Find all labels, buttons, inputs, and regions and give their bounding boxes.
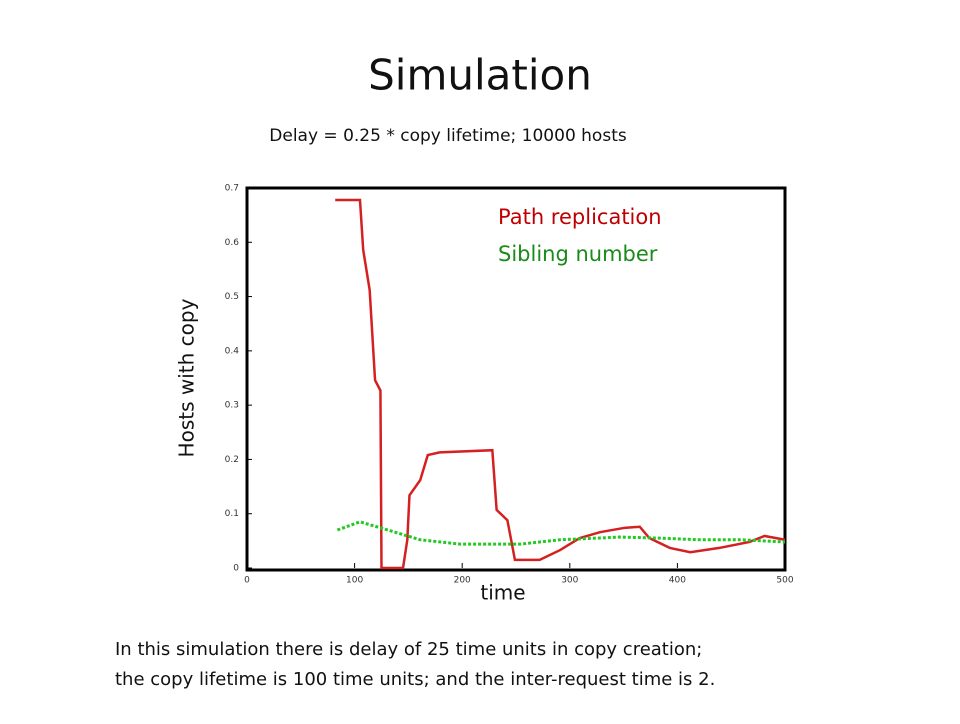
y-tick-label: 0.7 bbox=[225, 184, 239, 194]
caption-line: In this simulation there is delay of 25 … bbox=[115, 639, 702, 660]
subtitle: Delay = 0.25 * copy lifetime; 10000 host… bbox=[269, 126, 627, 146]
plot-frame bbox=[245, 186, 787, 572]
y-tick-label: 0 bbox=[233, 564, 239, 574]
x-axis-label: time bbox=[480, 581, 525, 605]
y-tick-label: 0.4 bbox=[225, 346, 240, 356]
y-axis-label: Hosts with copy bbox=[175, 298, 199, 457]
caption-line: the copy lifetime is 100 time units; and… bbox=[115, 669, 715, 690]
legend-label: Path replication bbox=[498, 205, 662, 229]
legend-label: Sibling number bbox=[498, 242, 658, 266]
series-line bbox=[336, 520, 786, 546]
y-tick-label: 0.6 bbox=[225, 238, 240, 248]
y-tick-label: 0.3 bbox=[225, 401, 239, 411]
title: Simulation bbox=[368, 51, 592, 100]
y-tick-label: 0.1 bbox=[225, 509, 239, 519]
legend-box bbox=[487, 191, 765, 271]
x-tick-label: 0 bbox=[244, 576, 250, 586]
series-line bbox=[335, 198, 786, 570]
x-tick-label: 100 bbox=[346, 576, 363, 586]
x-label-box bbox=[463, 572, 543, 612]
x-tick-label: 400 bbox=[669, 576, 686, 586]
x-tick-label: 500 bbox=[776, 576, 793, 586]
x-tick-label: 300 bbox=[561, 576, 578, 586]
y-tick-label: 0.2 bbox=[225, 455, 239, 465]
y-tick-label: 0.5 bbox=[225, 292, 239, 302]
x-tick-label: 200 bbox=[454, 576, 471, 586]
